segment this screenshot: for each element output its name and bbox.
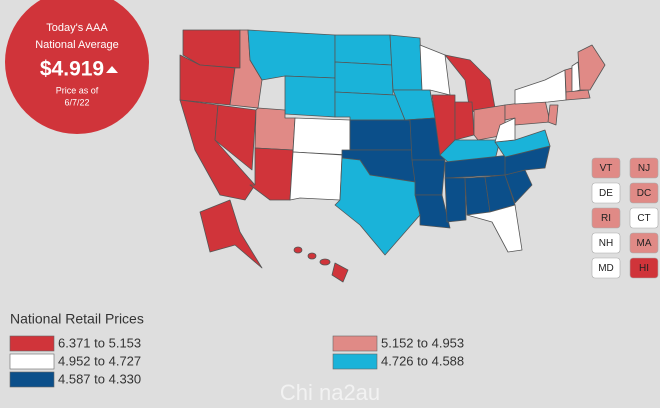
state	[334, 34, 393, 66]
state-label: MA	[637, 238, 652, 249]
state	[389, 34, 423, 91]
badge-line: Today's AAA	[46, 22, 108, 34]
state	[334, 157, 421, 256]
state	[349, 119, 413, 151]
legend-swatch	[9, 371, 55, 388]
up-arrow	[106, 66, 118, 73]
state-label: MD	[598, 263, 614, 274]
state	[307, 252, 317, 260]
state-box	[629, 182, 659, 204]
state	[334, 91, 406, 121]
legend-label: 4.726 to 4.588	[381, 353, 464, 368]
state-box	[591, 182, 621, 204]
small-states: VT NJ DE DC RI CT NH MA MD HI	[591, 157, 659, 279]
legend-label: 4.587 to 4.330	[58, 371, 141, 386]
state	[514, 69, 567, 105]
badge-line: Price as of	[56, 85, 99, 95]
legend-label: 5.152 to 4.953	[381, 335, 464, 350]
state	[292, 117, 351, 156]
state	[494, 117, 516, 143]
state	[331, 262, 349, 283]
state-box	[591, 232, 621, 254]
state-box	[629, 157, 659, 179]
legend-swatch	[9, 353, 55, 370]
state	[293, 246, 303, 254]
state-box	[629, 257, 659, 279]
legend-swatch	[332, 353, 378, 370]
watermark: Chi na2au	[280, 380, 380, 405]
legend: 6.371 to 5.153 4.952 to 4.727 4.587 to 4.3…	[9, 335, 464, 388]
state-box	[591, 157, 621, 179]
state	[454, 101, 475, 141]
state	[577, 44, 606, 91]
state	[419, 44, 451, 96]
state	[214, 104, 257, 171]
badge-date: 6/7/22	[64, 97, 89, 107]
state-label: DC	[637, 188, 651, 199]
state	[249, 147, 294, 201]
state	[319, 258, 331, 266]
state-label: CT	[637, 213, 650, 224]
state-label: DE	[599, 188, 613, 199]
state	[334, 61, 394, 96]
state	[444, 177, 467, 223]
state	[473, 104, 506, 141]
badge-price: $4.919	[40, 58, 104, 81]
state	[565, 89, 591, 101]
state	[289, 151, 343, 201]
state-label: VT	[600, 163, 613, 174]
state	[564, 67, 573, 93]
legend-swatch	[9, 335, 55, 352]
state-box	[629, 232, 659, 254]
state	[411, 159, 446, 196]
state	[547, 104, 559, 126]
state	[247, 29, 336, 81]
state	[199, 199, 263, 269]
state	[466, 204, 523, 253]
legend-label: 4.952 to 4.727	[58, 353, 141, 368]
us-map	[179, 29, 606, 283]
state-label: NJ	[638, 163, 650, 174]
legend-label: 6.371 to 5.153	[58, 335, 141, 350]
price-badge	[5, 0, 149, 134]
badge-line: National Average	[35, 39, 119, 51]
state-label: HI	[639, 263, 649, 274]
legend-swatch	[332, 335, 378, 352]
state	[414, 194, 451, 229]
badge-text: Today's AAA National Average $4.919 Pric…	[35, 22, 119, 107]
state-box	[591, 207, 621, 229]
state-box	[591, 257, 621, 279]
state-label: NH	[599, 238, 613, 249]
legend-title: National Retail Prices	[10, 311, 144, 327]
state	[284, 75, 336, 118]
state-label: RI	[601, 213, 611, 224]
state-box	[629, 207, 659, 229]
